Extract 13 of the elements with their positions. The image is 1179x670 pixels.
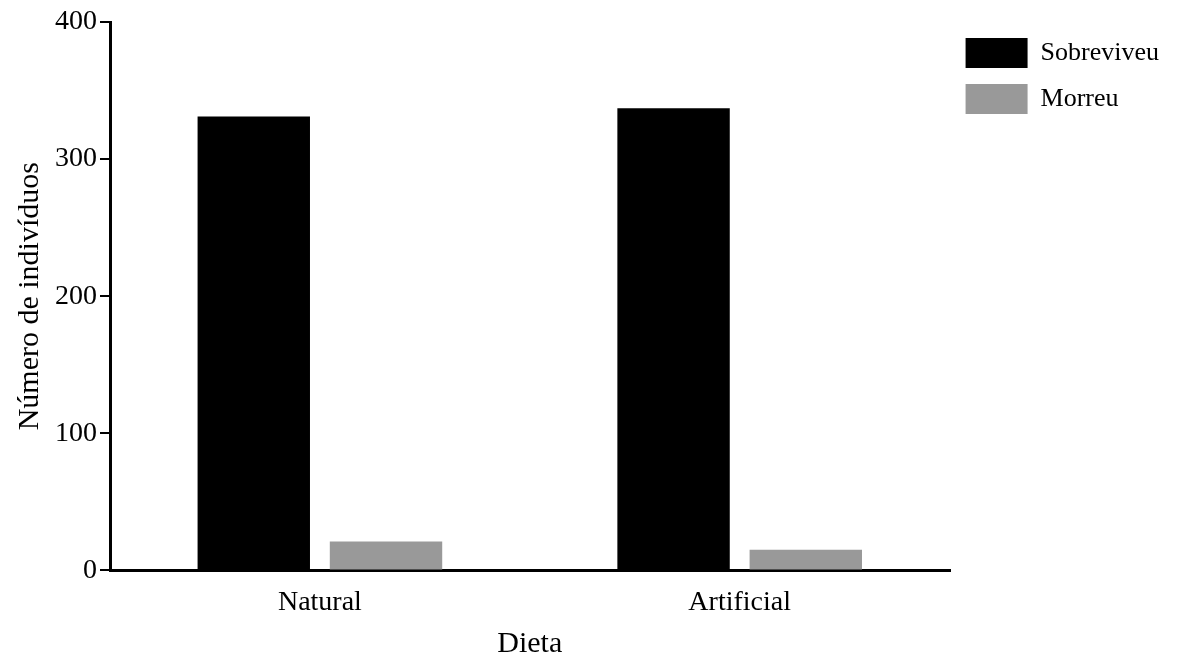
bar: [329, 541, 443, 570]
y-tick-label: 0: [83, 552, 97, 584]
y-tick-label: 400: [55, 4, 97, 36]
x-tick-label: Natural: [277, 584, 363, 616]
y-tick-label: 100: [55, 415, 97, 447]
x-tick-label: Artificial: [688, 584, 792, 616]
y-axis-title: Número de indivíduos: [10, 162, 44, 431]
bar: [749, 549, 862, 570]
y-tick-label: 300: [55, 141, 97, 173]
legend-label: Sobreviveu: [1040, 36, 1159, 66]
x-axis-title: Dieta: [497, 624, 563, 658]
legend-label: Morreu: [1040, 82, 1119, 112]
y-tick-label: 200: [55, 278, 97, 310]
